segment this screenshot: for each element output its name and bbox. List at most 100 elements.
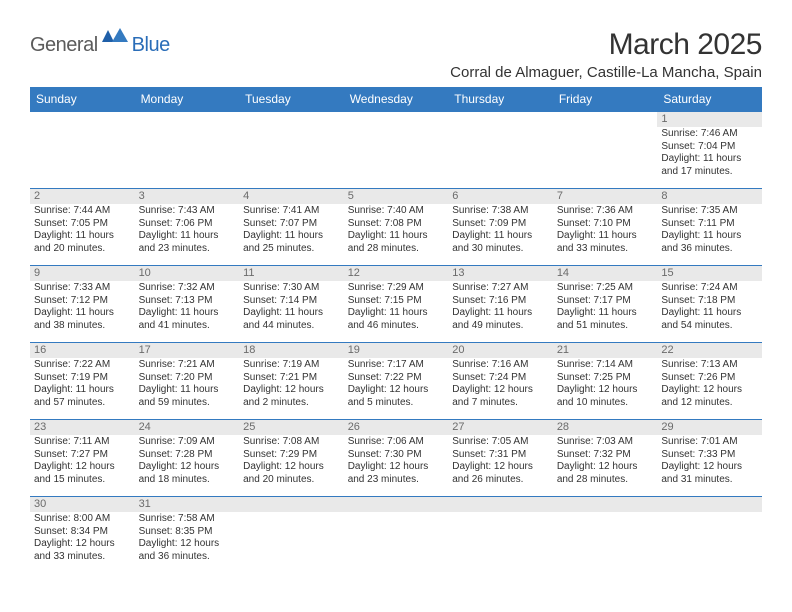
sunset-text: Sunset: 7:21 PM — [243, 372, 342, 385]
daylight-text: Daylight: 12 hours — [243, 384, 342, 397]
calendar-day-cell — [448, 497, 553, 574]
weekday-header: Tuesday — [239, 87, 344, 112]
daylight-text: and 57 minutes. — [34, 397, 133, 410]
day-details: Sunrise: 7:06 AMSunset: 7:30 PMDaylight:… — [344, 435, 449, 487]
sunrise-text: Sunrise: 7:05 AM — [452, 436, 551, 449]
day-details: Sunrise: 7:05 AMSunset: 7:31 PMDaylight:… — [448, 435, 553, 487]
weekday-header-row: Sunday Monday Tuesday Wednesday Thursday… — [30, 87, 762, 112]
daylight-text: and 33 minutes. — [34, 551, 133, 564]
daylight-text: Daylight: 12 hours — [557, 384, 656, 397]
day-details: Sunrise: 7:17 AMSunset: 7:22 PMDaylight:… — [344, 358, 449, 410]
calendar-day-cell: 22Sunrise: 7:13 AMSunset: 7:26 PMDayligh… — [657, 343, 762, 420]
day-number: 4 — [239, 189, 344, 204]
sunset-text: Sunset: 7:28 PM — [139, 449, 238, 462]
day-number: 28 — [553, 420, 658, 435]
month-title: March 2025 — [450, 28, 762, 62]
daylight-text: Daylight: 12 hours — [139, 461, 238, 474]
sunset-text: Sunset: 7:07 PM — [243, 218, 342, 231]
title-block: March 2025 Corral de Almaguer, Castille-… — [450, 28, 762, 81]
daylight-text: Daylight: 11 hours — [661, 307, 760, 320]
daylight-text: Daylight: 11 hours — [452, 307, 551, 320]
sunrise-text: Sunrise: 7:35 AM — [661, 205, 760, 218]
sunrise-text: Sunrise: 7:30 AM — [243, 282, 342, 295]
daylight-text: and 20 minutes. — [243, 474, 342, 487]
daylight-text: and 10 minutes. — [557, 397, 656, 410]
day-number: 8 — [657, 189, 762, 204]
daylight-text: and 36 minutes. — [139, 551, 238, 564]
daylight-text: Daylight: 11 hours — [139, 230, 238, 243]
weekday-header: Monday — [135, 87, 240, 112]
calendar-day-cell — [657, 497, 762, 574]
sunset-text: Sunset: 8:34 PM — [34, 526, 133, 539]
calendar-day-cell: 31Sunrise: 7:58 AMSunset: 8:35 PMDayligh… — [135, 497, 240, 574]
weekday-header: Saturday — [657, 87, 762, 112]
daylight-text: and 54 minutes. — [661, 320, 760, 333]
sunrise-text: Sunrise: 7:29 AM — [348, 282, 447, 295]
sunset-text: Sunset: 7:31 PM — [452, 449, 551, 462]
daylight-text: Daylight: 12 hours — [661, 384, 760, 397]
sunrise-text: Sunrise: 7:32 AM — [139, 282, 238, 295]
sunrise-text: Sunrise: 7:58 AM — [139, 513, 238, 526]
sunrise-text: Sunrise: 7:11 AM — [34, 436, 133, 449]
daylight-text: and 2 minutes. — [243, 397, 342, 410]
daylight-text: Daylight: 11 hours — [661, 230, 760, 243]
sunrise-text: Sunrise: 7:24 AM — [661, 282, 760, 295]
day-details: Sunrise: 7:46 AMSunset: 7:04 PMDaylight:… — [657, 127, 762, 179]
day-number-bar — [239, 497, 344, 512]
daylight-text: and 38 minutes. — [34, 320, 133, 333]
day-number: 2 — [30, 189, 135, 204]
sunset-text: Sunset: 7:16 PM — [452, 295, 551, 308]
daylight-text: Daylight: 12 hours — [661, 461, 760, 474]
day-details: Sunrise: 7:32 AMSunset: 7:13 PMDaylight:… — [135, 281, 240, 333]
daylight-text: Daylight: 11 hours — [34, 307, 133, 320]
day-details: Sunrise: 7:44 AMSunset: 7:05 PMDaylight:… — [30, 204, 135, 256]
daylight-text: Daylight: 11 hours — [661, 153, 760, 166]
daylight-text: and 26 minutes. — [452, 474, 551, 487]
calendar-day-cell: 14Sunrise: 7:25 AMSunset: 7:17 PMDayligh… — [553, 266, 658, 343]
sunrise-text: Sunrise: 7:46 AM — [661, 128, 760, 141]
calendar-week-row: 1Sunrise: 7:46 AMSunset: 7:04 PMDaylight… — [30, 112, 762, 189]
calendar-day-cell: 26Sunrise: 7:06 AMSunset: 7:30 PMDayligh… — [344, 420, 449, 497]
brand-logo: General Blue — [30, 28, 170, 57]
daylight-text: and 7 minutes. — [452, 397, 551, 410]
sunset-text: Sunset: 7:13 PM — [139, 295, 238, 308]
daylight-text: and 15 minutes. — [34, 474, 133, 487]
daylight-text: Daylight: 12 hours — [34, 538, 133, 551]
calendar-day-cell: 8Sunrise: 7:35 AMSunset: 7:11 PMDaylight… — [657, 189, 762, 266]
calendar-day-cell: 3Sunrise: 7:43 AMSunset: 7:06 PMDaylight… — [135, 189, 240, 266]
daylight-text: Daylight: 12 hours — [348, 461, 447, 474]
calendar-day-cell: 5Sunrise: 7:40 AMSunset: 7:08 PMDaylight… — [344, 189, 449, 266]
calendar-table: Sunday Monday Tuesday Wednesday Thursday… — [30, 87, 762, 574]
sunrise-text: Sunrise: 7:43 AM — [139, 205, 238, 218]
day-number: 24 — [135, 420, 240, 435]
daylight-text: Daylight: 12 hours — [557, 461, 656, 474]
calendar-day-cell — [553, 497, 658, 574]
sunrise-text: Sunrise: 7:06 AM — [348, 436, 447, 449]
location-label: Corral de Almaguer, Castille-La Mancha, … — [450, 64, 762, 81]
calendar-day-cell: 27Sunrise: 7:05 AMSunset: 7:31 PMDayligh… — [448, 420, 553, 497]
day-number: 16 — [30, 343, 135, 358]
day-number: 1 — [657, 112, 762, 127]
daylight-text: and 31 minutes. — [661, 474, 760, 487]
day-number-bar — [657, 497, 762, 512]
daylight-text: and 17 minutes. — [661, 166, 760, 179]
weekday-header: Wednesday — [344, 87, 449, 112]
sunset-text: Sunset: 7:04 PM — [661, 141, 760, 154]
day-details: Sunrise: 7:29 AMSunset: 7:15 PMDaylight:… — [344, 281, 449, 333]
sunrise-text: Sunrise: 7:36 AM — [557, 205, 656, 218]
daylight-text: and 41 minutes. — [139, 320, 238, 333]
daylight-text: and 12 minutes. — [661, 397, 760, 410]
day-number-bar — [448, 497, 553, 512]
daylight-text: Daylight: 11 hours — [139, 307, 238, 320]
daylight-text: Daylight: 12 hours — [139, 538, 238, 551]
calendar-day-cell — [344, 497, 449, 574]
daylight-text: Daylight: 11 hours — [34, 230, 133, 243]
calendar-day-cell: 19Sunrise: 7:17 AMSunset: 7:22 PMDayligh… — [344, 343, 449, 420]
sunrise-text: Sunrise: 7:44 AM — [34, 205, 133, 218]
day-details: Sunrise: 7:22 AMSunset: 7:19 PMDaylight:… — [30, 358, 135, 410]
calendar-day-cell — [239, 497, 344, 574]
calendar-day-cell: 29Sunrise: 7:01 AMSunset: 7:33 PMDayligh… — [657, 420, 762, 497]
calendar-day-cell — [239, 112, 344, 189]
sunset-text: Sunset: 7:17 PM — [557, 295, 656, 308]
sunset-text: Sunset: 7:19 PM — [34, 372, 133, 385]
